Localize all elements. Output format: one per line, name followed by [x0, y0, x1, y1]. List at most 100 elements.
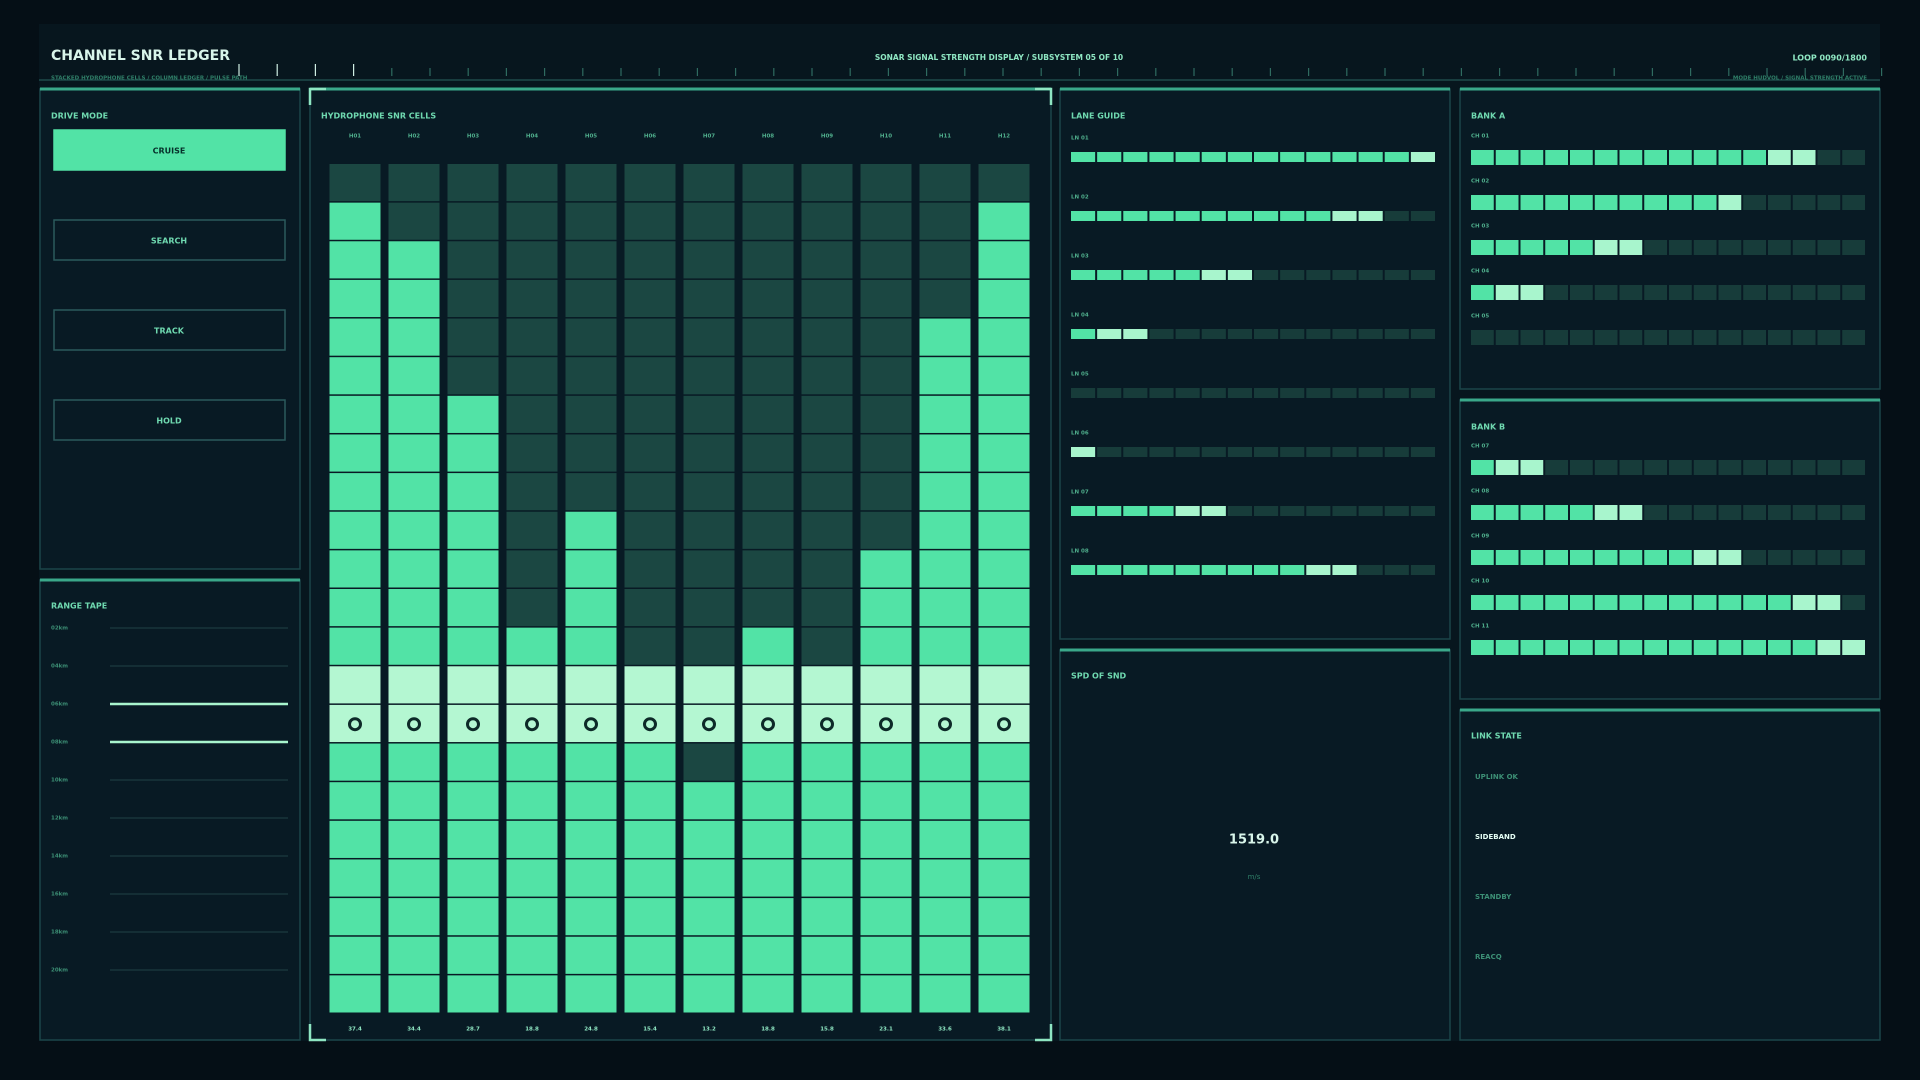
row-label: CH 11: [1471, 624, 1489, 630]
segment: [1071, 329, 1096, 339]
snr-cell: [506, 164, 558, 202]
segment: [1743, 330, 1766, 345]
snr-cell: [742, 550, 794, 588]
snr-cell: [801, 743, 853, 781]
segment: [1718, 195, 1742, 210]
segment: [1669, 150, 1692, 165]
snr-cell: [742, 395, 794, 433]
snr-cell: [683, 241, 735, 279]
snr-cell: [388, 859, 440, 897]
segment: [1471, 195, 1494, 210]
segment: [1594, 595, 1618, 610]
segment: [1495, 240, 1519, 255]
pulse-marker: [525, 717, 539, 732]
snr-cell: [801, 627, 853, 665]
segment: [1842, 460, 1865, 475]
segment: [1123, 506, 1148, 516]
snr-cell: [565, 434, 617, 472]
snr-cell: [329, 859, 381, 897]
snr-cell: [978, 743, 1030, 781]
snr-cell: [919, 511, 971, 549]
segment: [1619, 460, 1643, 475]
segment: [1306, 506, 1331, 516]
segment: [1306, 447, 1331, 457]
column-label: H07: [703, 134, 715, 140]
segment: [1842, 595, 1865, 610]
segment: [1384, 211, 1409, 221]
snr-cell: [742, 936, 794, 974]
mode-button[interactable]: [53, 219, 286, 261]
segment: [1545, 550, 1568, 565]
snr-cell: [919, 898, 971, 936]
segment: [1071, 211, 1096, 221]
snr-cell: [388, 473, 440, 511]
segment: [1332, 565, 1357, 575]
snr-cell: [860, 550, 912, 588]
snr-cell: [624, 898, 676, 936]
segment: [1280, 388, 1305, 398]
row-label: CH 04: [1471, 269, 1489, 275]
mode-button[interactable]: [53, 399, 286, 441]
segment: [1306, 152, 1331, 162]
row-label: LN 01: [1071, 136, 1089, 142]
pulse-marker: [702, 717, 716, 732]
mode-button[interactable]: [53, 309, 286, 351]
snr-cell: [919, 357, 971, 395]
snr-cell: [565, 395, 617, 433]
snr-cell: [506, 820, 558, 858]
snr-cell: [506, 395, 558, 433]
segment: [1817, 285, 1841, 300]
segment: [1280, 152, 1305, 162]
snr-cell: [978, 434, 1030, 472]
segment: [1149, 211, 1174, 221]
snr-cell: [683, 357, 735, 395]
snr-cell: [683, 782, 735, 820]
segment: [1545, 505, 1568, 520]
snr-cell: [388, 318, 440, 356]
snr-cell: [329, 704, 381, 743]
snr-cell: [742, 589, 794, 627]
segment: [1071, 565, 1096, 575]
snr-cell: [624, 550, 676, 588]
mode-button[interactable]: [53, 129, 286, 171]
segment: [1410, 152, 1435, 162]
segment: [1619, 285, 1643, 300]
segment: [1097, 211, 1122, 221]
snr-cell: [624, 164, 676, 202]
snr-cell: [506, 704, 558, 743]
snr-cell: [919, 164, 971, 202]
segment: [1384, 388, 1409, 398]
segment: [1792, 550, 1816, 565]
segment: [1644, 285, 1667, 300]
snr-cell: [506, 550, 558, 588]
snr-cell: [742, 898, 794, 936]
snr-cell: [978, 859, 1030, 897]
snr-cell: [978, 241, 1030, 279]
segment: [1175, 506, 1200, 516]
snr-cell: [742, 743, 794, 781]
pulse-marker: [407, 717, 421, 732]
column-value: 18.8: [761, 1027, 775, 1033]
segment: [1594, 460, 1618, 475]
segment: [1669, 240, 1692, 255]
range-mark-label: 10km: [51, 778, 68, 784]
snr-cell: [742, 318, 794, 356]
segment: [1410, 506, 1435, 516]
column-label: H04: [526, 134, 538, 140]
snr-cell: [860, 859, 912, 897]
snr-cell: [565, 975, 617, 1013]
segment: [1594, 240, 1618, 255]
row-label: CH 09: [1471, 534, 1489, 540]
snr-cell: [860, 511, 912, 549]
panel-title: SPD OF SND: [1071, 672, 1127, 681]
snr-cell: [919, 279, 971, 318]
segment: [1097, 565, 1122, 575]
segment: [1619, 240, 1643, 255]
segment: [1718, 460, 1742, 475]
link-item: UPLINK OK: [1475, 773, 1519, 781]
snr-cell: [978, 202, 1030, 240]
snr-cell: [447, 279, 499, 318]
pulse-marker: [761, 717, 775, 732]
column-value: 24.8: [584, 1027, 598, 1033]
segment: [1619, 550, 1643, 565]
